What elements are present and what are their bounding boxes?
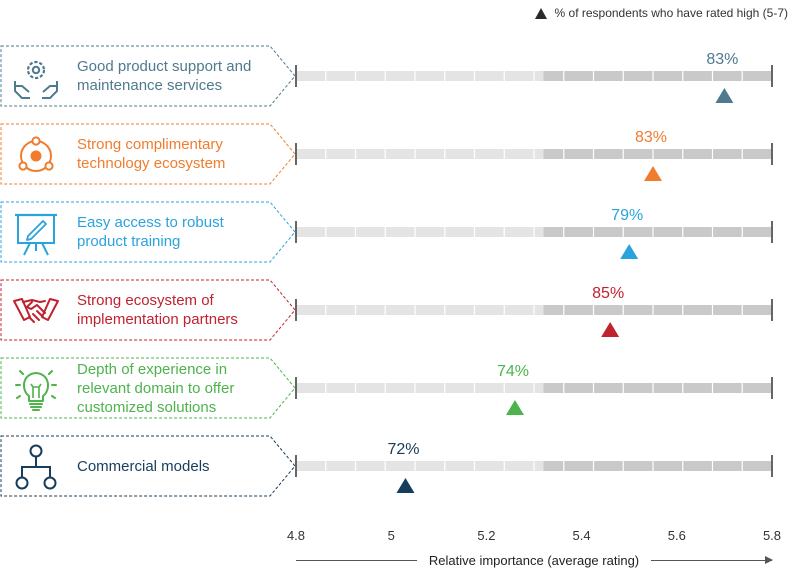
hands-gear-icon xyxy=(14,60,58,99)
presentation-board-icon xyxy=(15,213,57,256)
row-label-outline xyxy=(0,201,296,263)
ecosystem-orbit-icon xyxy=(18,136,54,172)
data-marker-triangle xyxy=(644,166,662,181)
row-label-frame xyxy=(0,201,296,263)
row-label-outline xyxy=(0,435,296,497)
x-tick-label: 4.8 xyxy=(287,528,305,543)
x-axis-title: Relative importance (average rating) xyxy=(296,553,773,568)
track-bar-right xyxy=(543,71,772,81)
row-label-frame xyxy=(0,45,296,107)
x-axis-arrow-right xyxy=(651,556,773,564)
x-axis-label: Relative importance (average rating) xyxy=(428,553,640,568)
row-label-outline xyxy=(0,45,296,107)
row-label-text: Strong complimentary technology ecosyste… xyxy=(77,136,226,172)
legend: % of respondents who have rated high (5-… xyxy=(534,6,788,20)
x-tick-label: 5.2 xyxy=(477,528,495,543)
x-tick-label: 5 xyxy=(388,528,395,543)
row-label-text: Commercial models xyxy=(77,457,210,475)
track-bar-right xyxy=(543,461,772,471)
track-bar-right xyxy=(543,227,772,237)
data-marker-triangle xyxy=(620,244,639,259)
track-bar-right xyxy=(543,149,772,159)
handshake-icon xyxy=(13,298,59,323)
row-label-text: Good product support and maintenance ser… xyxy=(77,58,252,94)
data-marker-triangle xyxy=(505,400,524,415)
row-label-box: Depth of experience in relevant domain t… xyxy=(0,357,296,419)
row-label-frame xyxy=(0,357,296,419)
row-label-outline xyxy=(0,123,296,185)
track-bar-right xyxy=(543,305,772,315)
data-label: 72% xyxy=(387,441,419,458)
row-label-text: Depth of experience in relevant domain t… xyxy=(77,360,235,416)
lightbulb-icon xyxy=(15,370,57,411)
row-label-box: Commercial models xyxy=(0,435,296,497)
data-label: 83% xyxy=(706,51,738,68)
row-label-text: Strong ecosystem of implementation partn… xyxy=(77,292,238,328)
x-tick-label: 5.8 xyxy=(763,528,781,543)
x-tick-label: 5.4 xyxy=(573,528,591,543)
data-marker-triangle xyxy=(715,88,734,103)
x-axis-arrow-left xyxy=(296,560,417,561)
row-label-box: Easy access to robust product training xyxy=(0,201,296,263)
row-label-outline xyxy=(0,357,296,419)
row-label-frame xyxy=(0,435,296,497)
data-label: 83% xyxy=(635,129,667,146)
data-marker-triangle xyxy=(601,322,620,337)
legend-label: % of respondents who have rated high (5-… xyxy=(554,6,788,20)
row-label-box: Good product support and maintenance ser… xyxy=(0,45,296,107)
data-label: 79% xyxy=(611,207,643,224)
data-label: 85% xyxy=(592,285,624,302)
row-label-outline xyxy=(0,279,296,341)
legend-triangle-icon xyxy=(534,7,547,19)
row-label-box: Strong ecosystem of implementation partn… xyxy=(0,279,296,341)
row-label-box: Strong complimentary technology ecosyste… xyxy=(0,123,296,185)
track-bar-right xyxy=(543,383,772,393)
row-label-frame xyxy=(0,279,296,341)
x-tick-label: 5.6 xyxy=(668,528,686,543)
data-marker-triangle xyxy=(396,478,415,493)
row-label-text: Easy access to robust product training xyxy=(77,214,224,250)
row-label-frame xyxy=(0,123,296,185)
data-label: 74% xyxy=(497,363,529,380)
hierarchy-icon xyxy=(15,444,57,490)
